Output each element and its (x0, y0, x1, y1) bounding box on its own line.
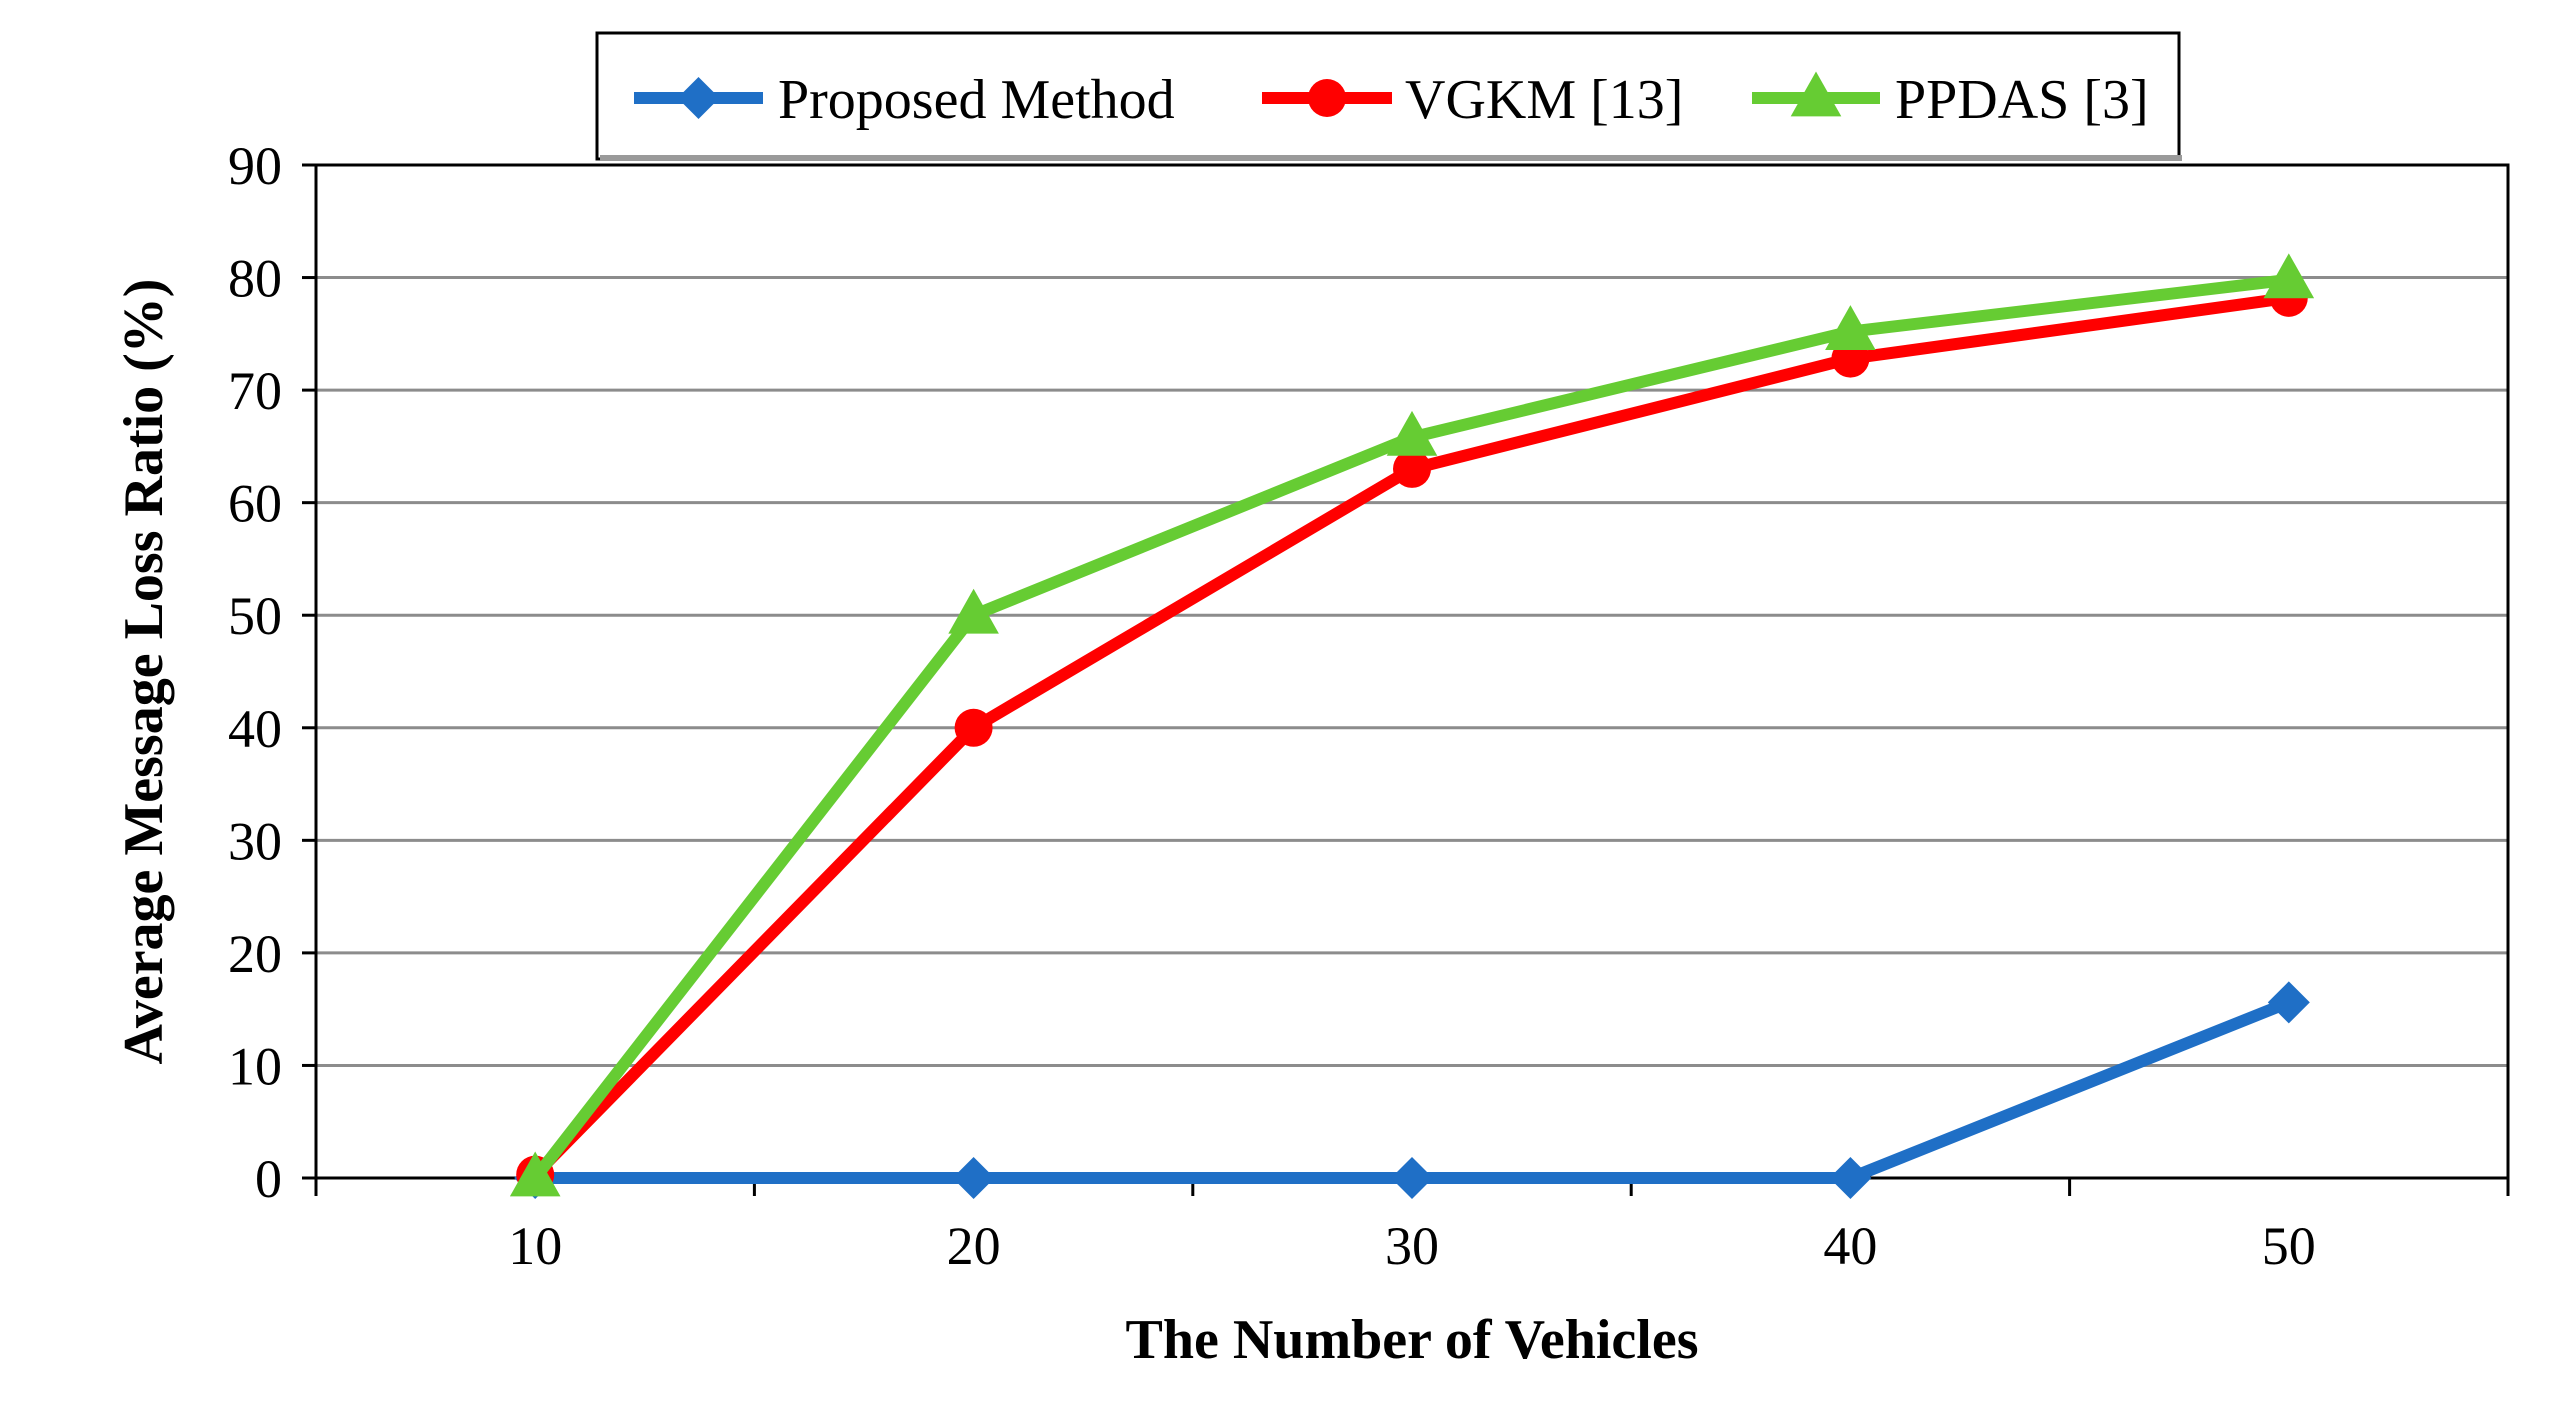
legend-shadow (600, 155, 2182, 161)
data-point (954, 708, 993, 747)
legend: Proposed Method VGKM [13] PPDAS [3] (595, 31, 2182, 161)
series-line (535, 996, 2292, 1184)
data-point (948, 588, 999, 634)
y-tick-label: 10 (228, 1036, 282, 1096)
legend-item: VGKM [13] (1262, 69, 1683, 131)
y-tick-label: 90 (228, 136, 282, 196)
x-tick-label: 10 (508, 1216, 562, 1276)
y-tick-label: 30 (228, 811, 282, 871)
y-tick-label: 60 (228, 474, 282, 534)
x-tick-label: 20 (947, 1216, 1001, 1276)
legend-item: PPDAS [3] (1752, 69, 2149, 131)
data-point (1393, 449, 1431, 488)
data-point (1825, 305, 1876, 350)
x-tick-label: 50 (2262, 1216, 2316, 1276)
y-axis-title: Average Message Loss Ratio (%) (113, 279, 175, 1065)
data-point (1829, 1157, 1872, 1199)
legend-marker (677, 77, 720, 119)
grid-lines (316, 276, 2508, 1067)
axes: 0 10 20 30 40 50 60 70 80 90 10 20 30 40 50 (228, 136, 2510, 1276)
x-axis-title: The Number of Vehicles (1126, 1309, 1699, 1371)
data-point (1391, 1157, 1433, 1199)
y-tick-label: 50 (228, 586, 282, 646)
y-tick-label: 70 (228, 361, 282, 421)
y-tick-label: 0 (255, 1149, 282, 1209)
series-2 (509, 253, 2315, 1197)
data-point (509, 1151, 561, 1197)
x-tick-label: 30 (1385, 1216, 1439, 1276)
series-lines (509, 253, 2315, 1199)
legend-label: Proposed Method (778, 69, 1175, 131)
y-tick-label: 20 (228, 924, 282, 984)
series-0 (514, 981, 2310, 1199)
legend-marker (1790, 71, 1842, 117)
data-point (952, 1157, 995, 1199)
legend-marker (1308, 79, 1346, 117)
data-point (1386, 410, 1438, 456)
legend-label: VGKM [13] (1405, 69, 1683, 131)
legend-item: Proposed Method (634, 69, 1175, 131)
x-tick-label: 40 (1823, 1216, 1877, 1276)
legend-label: PPDAS [3] (1895, 69, 2149, 131)
data-point (2263, 253, 2315, 299)
data-point (2267, 981, 2310, 1024)
y-tick-label: 40 (228, 699, 282, 759)
y-tick-label: 80 (228, 249, 282, 309)
